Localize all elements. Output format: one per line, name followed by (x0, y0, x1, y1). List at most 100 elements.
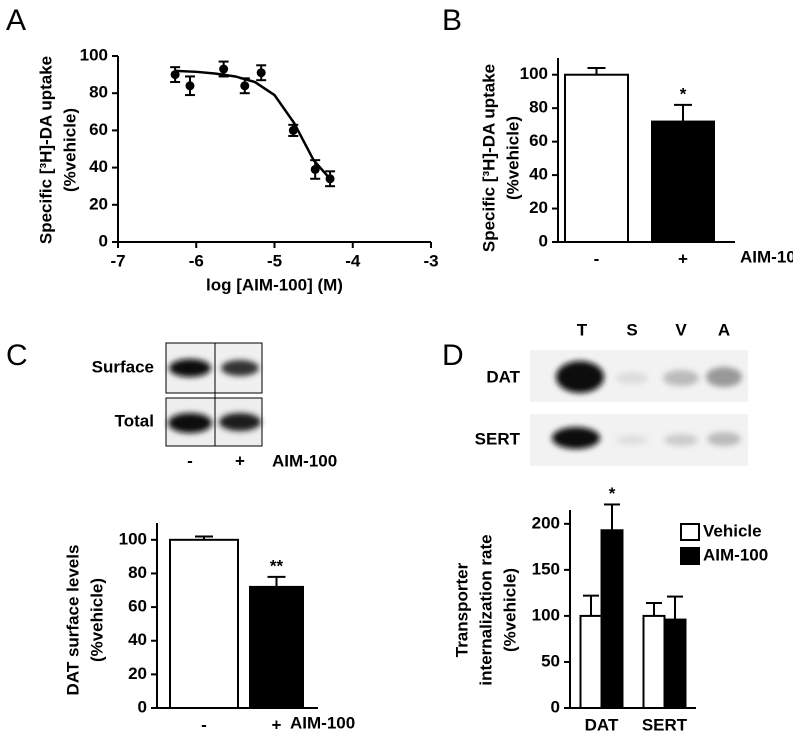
data-point (170, 70, 180, 80)
fit-curve (175, 69, 333, 182)
blot-band (706, 367, 742, 387)
y-axis-label: Specific [³H]-DA uptake (479, 64, 498, 252)
panel-label: D (442, 339, 464, 372)
y-tick-label: 0 (539, 231, 548, 250)
x-tick-label: + (678, 249, 688, 268)
x-tick-label: + (272, 715, 282, 734)
blot-band (169, 359, 211, 377)
x-tick-label: - (201, 715, 207, 734)
x-tick-label: - (594, 249, 600, 268)
blot-row-label: Total (115, 411, 154, 430)
data-point (256, 68, 266, 78)
blot-band (552, 427, 600, 449)
significance-label: ** (270, 556, 284, 575)
x-tick-label: -3 (423, 251, 438, 270)
y-tick-label: 20 (89, 194, 108, 213)
treatment-label: AIM-100 (272, 451, 337, 470)
blot-lane-label: + (235, 451, 245, 470)
y-axis-label: (%vehicle) (87, 578, 106, 662)
y-tick-label: 100 (119, 529, 147, 548)
x-tick-label: -4 (345, 251, 361, 270)
blot-band (556, 361, 604, 393)
data-point (219, 64, 229, 74)
x-tick-label: -5 (267, 251, 282, 270)
significance-label: * (680, 84, 687, 103)
bar (579, 614, 603, 710)
panel-label: B (442, 4, 462, 37)
y-tick-label: 60 (128, 597, 147, 616)
data-point (325, 174, 335, 184)
blot-band (616, 372, 648, 384)
y-tick-label: 100 (532, 605, 560, 624)
x-tick-label: -6 (189, 251, 204, 270)
x-tick-label: SERT (642, 715, 688, 734)
significance-label: * (609, 484, 616, 503)
y-tick-label: 40 (529, 165, 548, 184)
y-tick-label: 40 (128, 630, 147, 649)
bar (642, 614, 666, 710)
blot-row-label: SERT (475, 429, 521, 448)
panel-label: C (6, 339, 28, 372)
y-tick-label: 0 (551, 697, 560, 716)
data-point (310, 164, 320, 174)
y-tick-label: 0 (99, 231, 108, 250)
y-tick-label: 100 (80, 45, 108, 64)
y-axis-label: internalization rate (476, 534, 495, 685)
blot-band (219, 413, 261, 431)
blot-lane-label: - (187, 451, 193, 470)
blot-band (168, 413, 212, 433)
blot-band (707, 432, 741, 446)
bar (169, 538, 239, 709)
blot-row-label: DAT (486, 367, 520, 386)
x-axis-label: log [AIM-100] (M) (206, 275, 343, 294)
y-axis-label: Specific [³H]-DA uptake (36, 56, 55, 244)
data-point (240, 81, 250, 91)
y-tick-label: 80 (529, 98, 548, 117)
bar (600, 529, 624, 709)
blot-band (616, 435, 648, 445)
y-tick-label: 40 (89, 157, 108, 176)
y-axis-label: Transporter (452, 562, 471, 657)
blot-lane-label: S (626, 320, 637, 339)
y-axis-label: (%vehicle) (60, 108, 79, 192)
blot-lane-label: V (675, 320, 687, 339)
y-tick-label: 80 (128, 563, 147, 582)
y-tick-label: 80 (89, 83, 108, 102)
bar (651, 120, 715, 243)
y-tick-label: 60 (529, 131, 548, 150)
data-point (288, 125, 298, 135)
bar (663, 618, 687, 709)
blot-d: T S V A DAT SERT (475, 320, 748, 466)
y-tick-label: 100 (520, 64, 548, 83)
blot-row-label: Surface (92, 357, 154, 376)
blot-band (221, 360, 259, 376)
legend-swatch (680, 547, 700, 565)
y-tick-label: 150 (532, 559, 560, 578)
y-axis-label: DAT surface levels (63, 545, 82, 696)
legend-swatch (680, 523, 700, 541)
y-tick-label: 50 (541, 651, 560, 670)
data-point (185, 81, 195, 91)
y-axis-label: (%vehicle) (500, 568, 519, 652)
y-tick-label: 200 (532, 513, 560, 532)
x-tick-label: -7 (110, 251, 125, 270)
y-tick-label: 0 (138, 697, 147, 716)
bar (249, 585, 304, 710)
treatment-label: AIM-100 (740, 247, 793, 266)
x-tick-label: DAT (585, 715, 619, 734)
panel-label: A (6, 4, 26, 37)
blot-lane-label: A (718, 320, 730, 339)
blot-lane-label: T (577, 320, 588, 339)
treatment-label: AIM-100 (290, 713, 355, 732)
blot-band (663, 370, 699, 386)
y-tick-label: 20 (128, 664, 147, 683)
legend-label: Vehicle (703, 521, 762, 540)
blot-band (664, 434, 698, 446)
y-axis-label: (%vehicle) (503, 116, 522, 200)
legend-label: AIM-100 (703, 545, 768, 564)
bar (564, 73, 629, 243)
blot-c: Surface Total - + AIM-100 (92, 342, 337, 470)
y-tick-label: 60 (89, 120, 108, 139)
y-tick-label: 20 (529, 198, 548, 217)
